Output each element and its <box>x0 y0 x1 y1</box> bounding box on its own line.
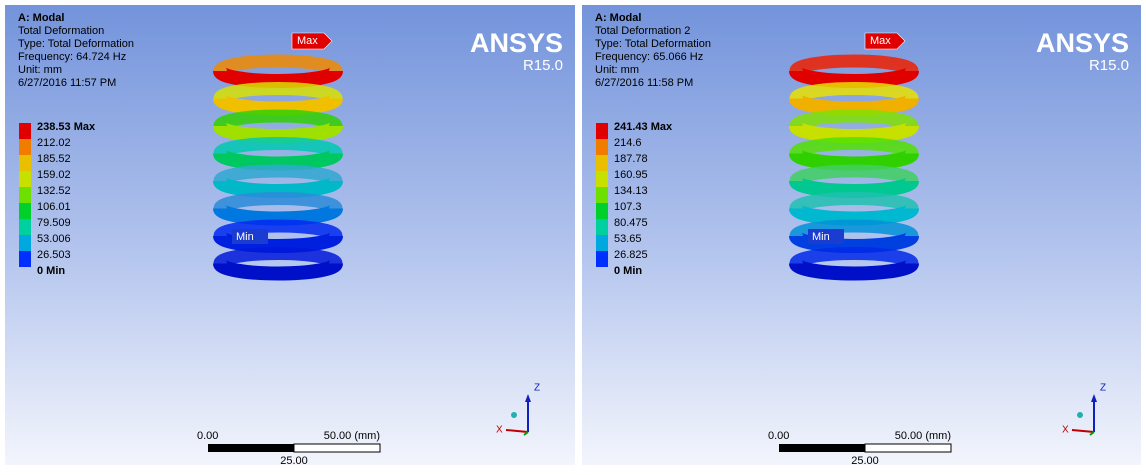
legend-swatch <box>596 139 608 155</box>
scale-black <box>208 444 294 452</box>
legend-label: 0 Min <box>614 265 642 277</box>
header-line: 6/27/2016 11:57 PM <box>18 77 116 89</box>
legend-label: 107.3 <box>614 201 642 213</box>
version: R15.0 <box>1089 57 1129 74</box>
legend-label: 53.006 <box>37 233 71 245</box>
legend-swatch <box>19 235 31 251</box>
min-tag-label: Min <box>812 231 830 243</box>
header-line: 6/27/2016 11:58 PM <box>595 77 693 89</box>
legend-swatch <box>596 187 608 203</box>
legend-swatch <box>19 203 31 219</box>
legend-swatch <box>596 251 608 267</box>
header-line: Type: Total Deformation <box>18 38 134 50</box>
legend-label: 79.509 <box>37 217 71 229</box>
triad-z-label: Z <box>1100 383 1106 394</box>
scale-mid: 25.00 <box>851 455 879 467</box>
scale-black <box>779 444 865 452</box>
legend-label: 106.01 <box>37 201 71 213</box>
brand: ANSYS <box>1036 28 1129 58</box>
legend-swatch <box>596 123 608 139</box>
header-line: Frequency: 65.066 Hz <box>595 51 703 63</box>
legend-label: 26.825 <box>614 249 648 261</box>
legend-label: 238.53 Max <box>37 121 96 133</box>
scale-mid: 25.00 <box>280 455 308 467</box>
legend-swatch <box>19 171 31 187</box>
legend-label: 132.52 <box>37 185 71 197</box>
legend-label: 160.95 <box>614 169 648 181</box>
scale-start: 0.00 <box>197 430 218 442</box>
scale-end: 50.00 (mm) <box>895 430 951 442</box>
legend-label: 134.13 <box>614 185 648 197</box>
scale-start: 0.00 <box>768 430 789 442</box>
header-title: A: Modal <box>18 12 64 24</box>
legend-swatch <box>596 235 608 251</box>
triad-x-label: X <box>496 425 503 436</box>
legend-swatch <box>19 139 31 155</box>
legend-label: 212.02 <box>37 137 71 149</box>
legend-swatch <box>596 203 608 219</box>
scale-white <box>294 444 380 452</box>
legend-swatch <box>596 155 608 171</box>
legend-label: 214.6 <box>614 137 642 149</box>
header-line: Total Deformation <box>18 25 104 37</box>
header-line: Unit: mm <box>595 64 639 76</box>
max-tag-label: Max <box>297 35 318 47</box>
triad-dot <box>511 412 517 418</box>
legend-swatch <box>596 171 608 187</box>
legend-label: 187.78 <box>614 153 648 165</box>
page: {"panels": [ {"header": {"title": "A: Mo… <box>0 0 1146 470</box>
legend-label: 80.475 <box>614 217 648 229</box>
scale-white <box>865 444 951 452</box>
legend-swatch <box>596 219 608 235</box>
max-tag-label: Max <box>870 35 891 47</box>
screenshot: A: ModalTotal DeformationType: Total Def… <box>0 0 1146 470</box>
legend-label: 241.43 Max <box>614 121 673 133</box>
header-title: A: Modal <box>595 12 641 24</box>
legend-swatch <box>19 123 31 139</box>
version: R15.0 <box>523 57 563 74</box>
triad-dot <box>1077 412 1083 418</box>
brand: ANSYS <box>470 28 563 58</box>
legend-label: 159.02 <box>37 169 71 181</box>
legend-swatch <box>19 155 31 171</box>
legend-label: 0 Min <box>37 265 65 277</box>
header-line: Total Deformation 2 <box>595 25 690 37</box>
legend-swatch <box>19 219 31 235</box>
min-tag-label: Min <box>236 231 254 243</box>
legend-label: 185.52 <box>37 153 71 165</box>
legend-swatch <box>19 251 31 267</box>
legend-label: 26.503 <box>37 249 71 261</box>
viewport: A: ModalTotal DeformationType: Total Def… <box>5 5 575 467</box>
legend-label: 53.65 <box>614 233 642 245</box>
triad-x-label: X <box>1062 425 1069 436</box>
legend-swatch <box>19 187 31 203</box>
header-line: Unit: mm <box>18 64 62 76</box>
header-line: Frequency: 64.724 Hz <box>18 51 126 63</box>
scale-end: 50.00 (mm) <box>324 430 380 442</box>
triad-z-label: Z <box>534 383 540 394</box>
header-line: Type: Total Deformation <box>595 38 711 50</box>
